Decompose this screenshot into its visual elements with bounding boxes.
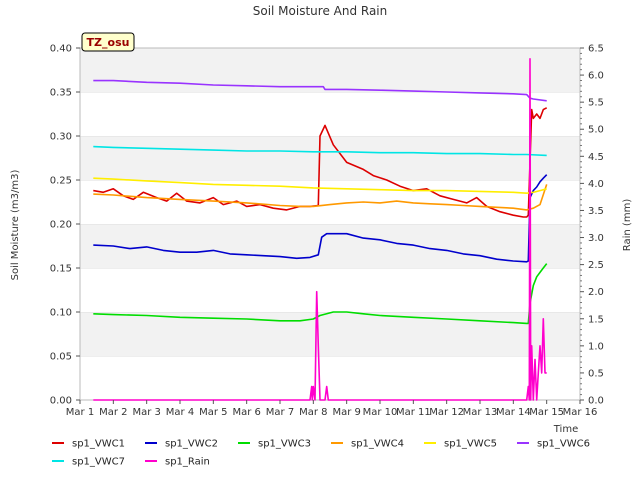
y2-tick-label: 0.5 — [588, 368, 604, 379]
x-tick-label: Mar 3 — [132, 407, 160, 418]
y2-tick-label: 5.0 — [588, 125, 604, 136]
x-tick-label: Mar 9 — [332, 407, 360, 418]
legend-item: sp1_VWC1 — [52, 439, 125, 450]
y2-tick-label: 5.5 — [588, 98, 604, 109]
series-line-sp1-rain — [93, 57, 547, 401]
y2-tick-label: 3.5 — [588, 206, 604, 217]
series-line-sp1-vwc3 — [93, 263, 548, 325]
y2-tick-label: 6.5 — [588, 44, 604, 55]
x-tick-label: Mar 7 — [266, 407, 294, 418]
y-tick-label: 0.15 — [50, 264, 72, 275]
y2-tick-label: 4.0 — [588, 179, 604, 190]
chart-title: Soil Moisture And Rain — [253, 4, 388, 18]
series-line-sp1-vwc4 — [93, 184, 548, 211]
x-tick-label: Mar 12 — [429, 407, 464, 418]
y2-tick-label: 1.5 — [588, 314, 604, 325]
legend-item: sp1_VWC7 — [52, 457, 125, 468]
legend-item: sp1_VWC6 — [517, 439, 590, 450]
y2-tick-label: 0.0 — [588, 396, 604, 407]
site-label: TZ_osu — [87, 36, 130, 49]
legend-label: sp1_VWC1 — [72, 439, 125, 450]
x-tick-label: Mar 14 — [496, 407, 531, 418]
y-axis-left: 0.00 0.05 0.10 0.15 0.20 0.25 0.30 0.35 0.40 — [50, 44, 80, 407]
x-tick-label: Mar 2 — [99, 407, 127, 418]
x-tick-label: Mar 10 — [363, 407, 398, 418]
y-tick-label: 0.20 — [50, 220, 72, 231]
y-tick-label: 0.05 — [50, 352, 72, 363]
x-tick-label: Mar 5 — [199, 407, 227, 418]
legend-label: sp1_VWC7 — [72, 457, 125, 468]
legend-item: sp1_VWC2 — [145, 439, 218, 450]
legend-item: sp1_Rain — [145, 457, 210, 468]
y-axis-label: Soil Moisture (m3/m3) — [10, 170, 21, 281]
y-tick-label: 0.30 — [50, 132, 72, 143]
series-line-sp1-vwc2 — [93, 174, 548, 263]
x-axis: Mar 1 Mar 2 Mar 3 Mar 4 Mar 5 Mar 6 Mar 7 Mar 8… — [66, 400, 598, 418]
grid-band — [80, 224, 580, 268]
series-line-sp1-vwc6 — [93, 79, 547, 102]
y2-tick-label: 4.5 — [588, 152, 604, 163]
legend: sp1_VWC1 sp1_VWC2 sp1_VWC3 sp1_VWC4 sp1_VWC5… — [52, 439, 590, 468]
x-tick-label: Mar 16 — [563, 407, 598, 418]
legend-label: sp1_Rain — [165, 457, 210, 468]
grid-band — [80, 268, 580, 312]
series-line-sp1-vwc7 — [93, 145, 547, 157]
legend-label: sp1_VWC2 — [165, 439, 218, 450]
site-label-box: TZ_osu — [81, 32, 135, 52]
legend-label: sp1_VWC6 — [537, 439, 590, 450]
grid-band — [80, 48, 580, 92]
y-tick-label: 0.00 — [50, 396, 72, 407]
x-tick-label: Mar 11 — [396, 407, 431, 418]
series-line-sp1-vwc1 — [93, 107, 548, 218]
y-tick-label: 0.40 — [50, 44, 72, 55]
legend-label: sp1_VWC3 — [258, 439, 311, 450]
grid-band — [80, 136, 580, 180]
legend-label: sp1_VWC5 — [444, 439, 497, 450]
grid-band — [80, 312, 580, 356]
grid-bands — [80, 47, 580, 400]
grid-band — [80, 356, 580, 400]
y2-tick-label: 2.5 — [588, 260, 604, 271]
series-line-sp1-vwc5 — [93, 177, 547, 194]
x-axis-label: Time — [553, 424, 578, 435]
x-tick-label: Mar 8 — [299, 407, 327, 418]
x-tick-label: Mar 15 — [529, 407, 564, 418]
legend-item: sp1_VWC4 — [331, 439, 404, 450]
y2-tick-label: 2.0 — [588, 287, 604, 298]
x-tick-label: Mar 1 — [66, 407, 94, 418]
legend-item: sp1_VWC3 — [238, 439, 311, 450]
grid-band — [80, 180, 580, 224]
x-tick-label: Mar 4 — [166, 407, 194, 418]
y-tick-label: 0.35 — [50, 88, 72, 99]
y2-tick-label: 1.0 — [588, 341, 604, 352]
legend-item: sp1_VWC5 — [424, 439, 497, 450]
grid-band — [80, 92, 580, 136]
y2-axis-label: Rain (mm) — [622, 199, 633, 252]
x-tick-label: Mar 6 — [232, 407, 260, 418]
y-tick-label: 0.10 — [50, 308, 72, 319]
y-axis-right: 0.0 0.5 1.0 1.5 2.0 2.5 3.0 3.5 4.0 4.5 5.0 5.5 6.0 6… — [580, 44, 604, 407]
y-tick-label: 0.25 — [50, 176, 72, 187]
y2-tick-label: 3.0 — [588, 233, 604, 244]
series-layer — [93, 57, 548, 401]
y2-tick-label: 6.0 — [588, 71, 604, 82]
legend-label: sp1_VWC4 — [351, 439, 404, 450]
x-tick-label: Mar 13 — [463, 407, 498, 418]
